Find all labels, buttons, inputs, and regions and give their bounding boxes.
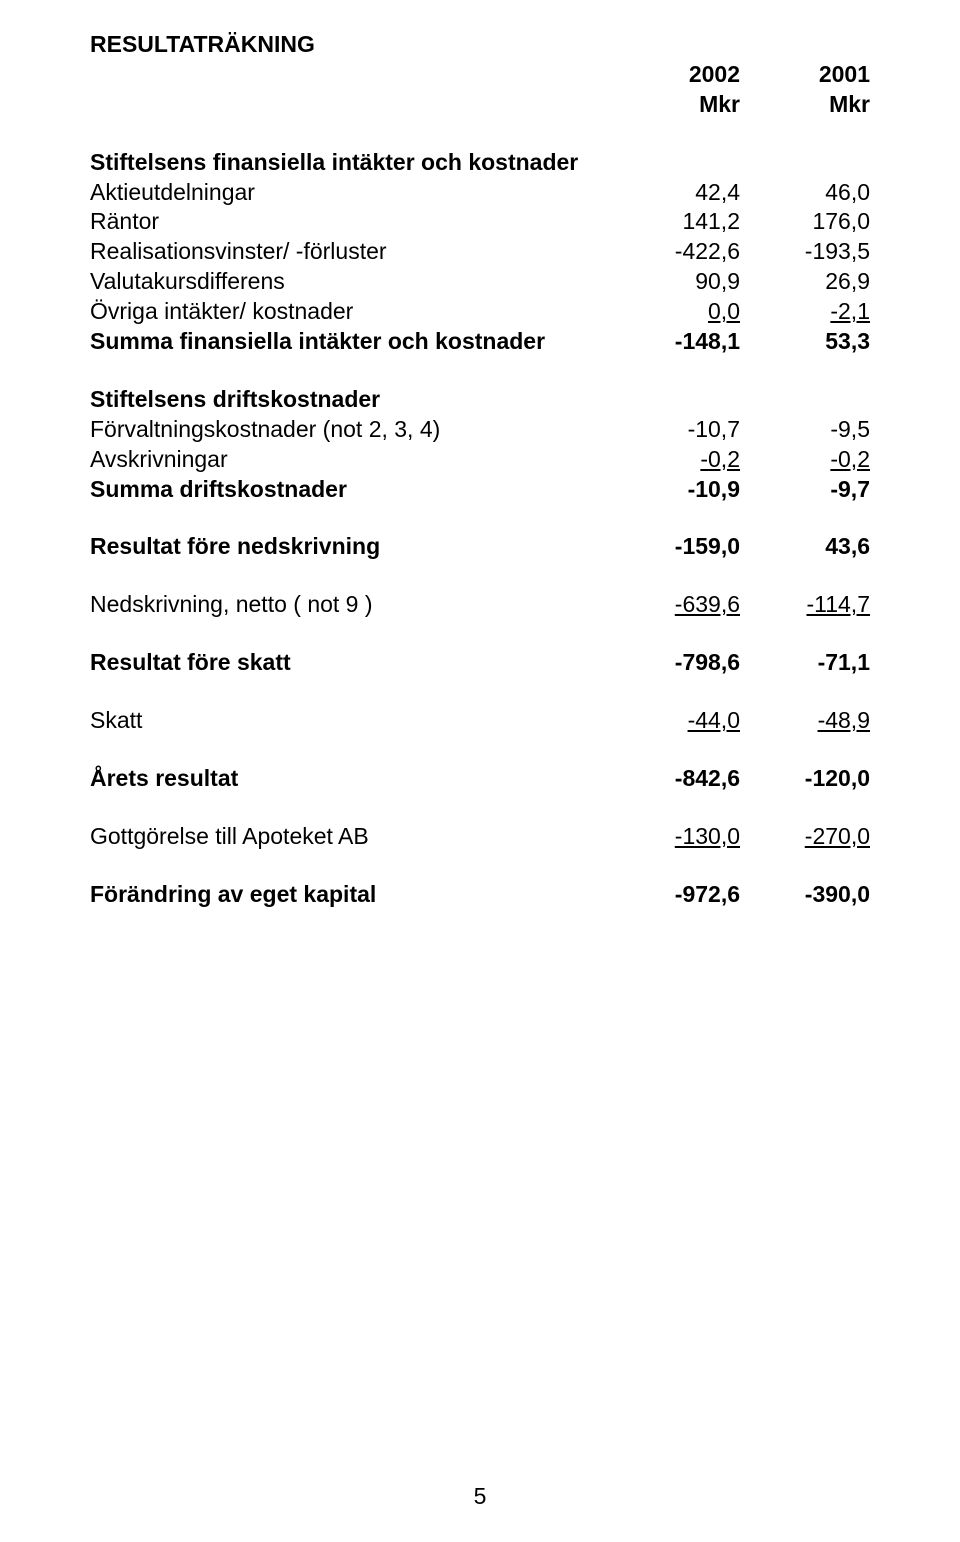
document-title: RESULTATRÄKNING	[90, 30, 870, 60]
table-row: Skatt -44,0 -48,9	[90, 706, 870, 736]
row-label: Avskrivningar	[90, 445, 610, 475]
sum-col1: -148,1	[610, 327, 740, 357]
table-row: Aktieutdelningar 42,4 46,0	[90, 178, 870, 208]
table-row: Räntor 141,2 176,0	[90, 207, 870, 237]
table-row: Gottgörelse till Apoteket AB -130,0 -270…	[90, 822, 870, 852]
result-col2: -71,1	[740, 648, 870, 678]
result-row: Resultat före skatt -798,6 -71,1	[90, 648, 870, 678]
row-col2: -0,2	[740, 445, 870, 475]
row-col2: -114,7	[740, 590, 870, 620]
row-col2: -48,9	[740, 706, 870, 736]
row-label: Valutakursdifferens	[90, 267, 610, 297]
sum-row: Summa finansiella intäkter och kostnader…	[90, 327, 870, 357]
sum-col2: -9,7	[740, 475, 870, 505]
row-col1: -422,6	[610, 237, 740, 267]
row-label: Räntor	[90, 207, 610, 237]
result-label: Årets resultat	[90, 764, 610, 794]
result-label: Resultat före nedskrivning	[90, 532, 610, 562]
table-row: Nedskrivning, netto ( not 9 ) -639,6 -11…	[90, 590, 870, 620]
row-col1: -10,7	[610, 415, 740, 445]
table-row: Övriga intäkter/ kostnader 0,0 -2,1	[90, 297, 870, 327]
row-label: Gottgörelse till Apoteket AB	[90, 822, 610, 852]
row-label: Övriga intäkter/ kostnader	[90, 297, 610, 327]
row-col2: -193,5	[740, 237, 870, 267]
page-number: 5	[0, 1482, 960, 1512]
result-col1: -972,6	[610, 880, 740, 910]
row-col2: 26,9	[740, 267, 870, 297]
year-col-2: 2001	[740, 60, 870, 90]
row-col1: -0,2	[610, 445, 740, 475]
result-col1: -159,0	[610, 532, 740, 562]
row-label: Skatt	[90, 706, 610, 736]
sum-col2: 53,3	[740, 327, 870, 357]
table-row: Realisationsvinster/ -förluster -422,6 -…	[90, 237, 870, 267]
row-col1: -130,0	[610, 822, 740, 852]
row-label: Nedskrivning, netto ( not 9 )	[90, 590, 610, 620]
table-row: Valutakursdifferens 90,9 26,9	[90, 267, 870, 297]
year-col-1: 2002	[610, 60, 740, 90]
result-row: Förändring av eget kapital -972,6 -390,0	[90, 880, 870, 910]
result-row: Årets resultat -842,6 -120,0	[90, 764, 870, 794]
row-col2: -9,5	[740, 415, 870, 445]
row-col2: 46,0	[740, 178, 870, 208]
result-row: Resultat före nedskrivning -159,0 43,6	[90, 532, 870, 562]
row-col1: 42,4	[610, 178, 740, 208]
section1-heading: Stiftelsens finansiella intäkter och kos…	[90, 148, 870, 178]
row-label: Förvaltningskostnader (not 2, 3, 4)	[90, 415, 610, 445]
sum-row: Summa driftskostnader -10,9 -9,7	[90, 475, 870, 505]
row-col1: -44,0	[610, 706, 740, 736]
result-col2: -120,0	[740, 764, 870, 794]
row-label: Realisationsvinster/ -förluster	[90, 237, 610, 267]
row-col1: -639,6	[610, 590, 740, 620]
sum-label: Summa driftskostnader	[90, 475, 610, 505]
table-row: Avskrivningar -0,2 -0,2	[90, 445, 870, 475]
unit-col-2: Mkr	[740, 90, 870, 120]
row-label: Aktieutdelningar	[90, 178, 610, 208]
table-row: Förvaltningskostnader (not 2, 3, 4) -10,…	[90, 415, 870, 445]
row-col2: -2,1	[740, 297, 870, 327]
result-col2: 43,6	[740, 532, 870, 562]
result-label: Förändring av eget kapital	[90, 880, 610, 910]
result-col2: -390,0	[740, 880, 870, 910]
result-label: Resultat före skatt	[90, 648, 610, 678]
section2-heading: Stiftelsens driftskostnader	[90, 385, 870, 415]
row-col1: 141,2	[610, 207, 740, 237]
result-col1: -798,6	[610, 648, 740, 678]
unit-col-1: Mkr	[610, 90, 740, 120]
row-col1: 90,9	[610, 267, 740, 297]
sum-col1: -10,9	[610, 475, 740, 505]
sum-label: Summa finansiella intäkter och kostnader	[90, 327, 610, 357]
row-col2: -270,0	[740, 822, 870, 852]
row-col1: 0,0	[610, 297, 740, 327]
result-col1: -842,6	[610, 764, 740, 794]
row-col2: 176,0	[740, 207, 870, 237]
